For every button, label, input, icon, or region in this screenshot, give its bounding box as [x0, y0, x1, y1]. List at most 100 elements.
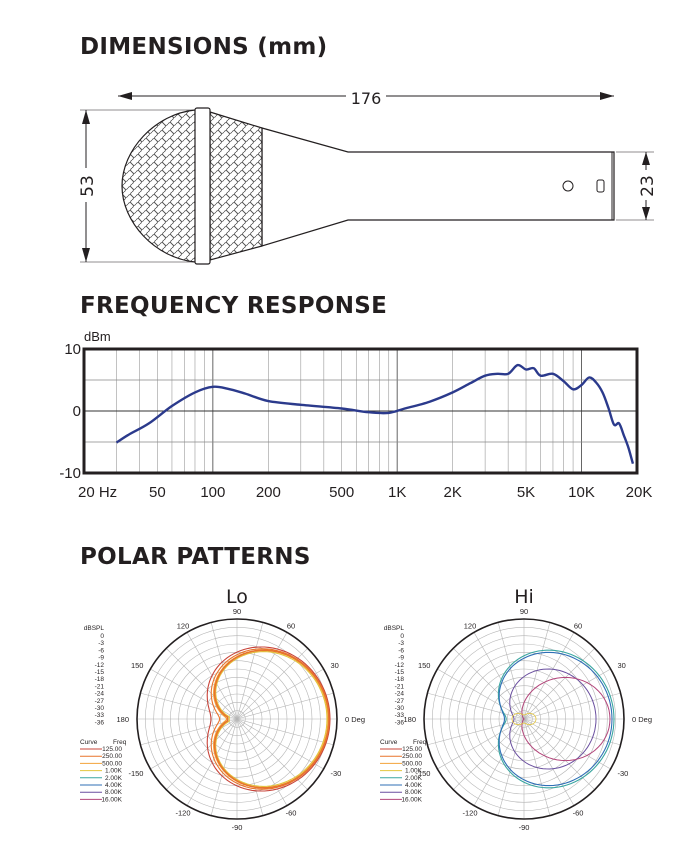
polar-spoke: [437, 718, 525, 770]
polar-legend-freq: 500.00: [102, 760, 122, 767]
polar-response-curve: [206, 646, 331, 792]
polar-spoke: [236, 632, 288, 720]
polar-scale-tick: -3: [98, 640, 104, 647]
polar-angle-label: -90: [232, 823, 243, 832]
polar-spoke: [497, 718, 525, 816]
polar-angle-label: 150: [131, 661, 144, 670]
polar-legend-freq: 16.00K: [101, 796, 122, 803]
frequency-x-tick-label: 50: [149, 484, 166, 501]
polar-angle-label: -30: [331, 769, 342, 778]
polar-response-curve: [213, 649, 330, 789]
polar-lo-title: Lo: [226, 586, 248, 608]
polar-scale-tick: -12: [395, 662, 405, 669]
polar-hi-title: Hi: [514, 586, 534, 608]
polar-legend-freq: 8.00K: [405, 789, 423, 796]
polar-scale-tick: -24: [95, 691, 105, 698]
polar-spoke: [523, 632, 575, 720]
frequency-x-tick-label: 2K: [443, 484, 461, 501]
polar-spoke: [236, 668, 324, 720]
polar-scale-tick: 0: [400, 633, 404, 640]
polar-lo-legend: Curve Freq 125.00250.00500.001.00K2.00K4…: [80, 739, 127, 803]
frequency-x-tick-label: 20 Hz: [78, 484, 117, 501]
polar-scale-tick: -27: [95, 698, 105, 705]
polar-angle-label: 60: [287, 621, 295, 630]
polar-scale-tick: -30: [95, 705, 105, 712]
polar-angle-label: 180: [116, 715, 129, 724]
polar-angle-label: -30: [618, 769, 629, 778]
polar-hi-panel: Hi dBSPL 0-3-6-9-12-15-18-21-24-27-30-33…: [380, 586, 652, 832]
polar-spoke: [453, 648, 525, 720]
polar-spoke: [427, 718, 525, 746]
polar-legend-freq: 250.00: [102, 753, 122, 760]
polar-scale-tick: -9: [98, 655, 104, 662]
polar-angle-label: 180: [403, 715, 416, 724]
frequency-x-tick-label: 500: [329, 484, 354, 501]
polar-scale-tick: -27: [395, 698, 405, 705]
polar-angle-label: -150: [128, 769, 143, 778]
polar-response-curve: [498, 651, 613, 787]
polar-spoke: [166, 718, 238, 790]
polar-spoke: [236, 718, 288, 806]
frequency-y-tick-label: -10: [59, 465, 81, 482]
polar-legend-freq: 1.00K: [105, 768, 123, 775]
polar-angle-label: 0 Deg: [632, 715, 652, 724]
frequency-response-chart: dBm 100-10 20 Hz 50 100 200 500 1K 2K 5K 10K 20K: [59, 329, 652, 501]
handle-diameter-label: 23: [638, 175, 658, 197]
polar-hi-curve-header: Curve: [380, 739, 398, 746]
polar-scale-tick: -33: [395, 712, 405, 719]
length-label: 176: [351, 89, 382, 108]
polar-lo-scale: dBSPL 0-3-6-9-12-15-18-21-24-27-30-33-36: [84, 625, 105, 726]
polar-patterns-figure: Lo dBSPL 0-3-6-9-12-15-18-21-24-27-30-33…: [80, 586, 652, 832]
frequency-x-tick-labels: 20 Hz 50 100 200 500 1K 2K 5K 10K 20K: [78, 484, 652, 501]
polar-response-curve: [509, 668, 597, 770]
polar-spoke: [523, 648, 595, 720]
handle-diameter-dimension: 23: [616, 151, 658, 221]
polar-legend-freq: 125.00: [102, 746, 122, 753]
polar-scale-tick: -15: [95, 669, 105, 676]
polar-spoke: [210, 622, 238, 720]
polar-response-curve: [215, 651, 328, 787]
polar-spoke: [236, 718, 324, 770]
polar-scale-tick: -6: [98, 647, 104, 654]
frequency-plot-frame: [82, 347, 639, 475]
polar-response-curve: [511, 712, 537, 726]
polar-legend-freq: 250.00: [402, 753, 422, 760]
polar-scale-tick: -24: [395, 691, 405, 698]
polar-lo-curve-header: Curve: [80, 739, 98, 746]
polar-patterns-title: POLAR PATTERNS: [80, 544, 311, 570]
polar-hi-scale: dBSPL 0-3-6-9-12-15-18-21-24-27-30-33-36: [384, 625, 405, 726]
polar-spoke: [150, 668, 238, 720]
polar-spoke: [140, 718, 238, 746]
polar-scale-tick: -15: [395, 669, 405, 676]
polar-legend-freq: 500.00: [402, 760, 422, 767]
polar-spoke: [473, 632, 525, 720]
polar-scale-tick: -36: [95, 719, 105, 726]
polar-hi-plot: 90 60 30 0 Deg -30 -60 -90 -120 -150 180 150 120: [403, 607, 652, 832]
frequency-y-tick-label: 10: [64, 341, 81, 358]
head-diameter-dimension: 53: [76, 109, 200, 263]
polar-spoke: [236, 718, 264, 816]
polar-scale-tick: -36: [395, 719, 405, 726]
polar-lo-scale-label: dBSPL: [84, 625, 105, 632]
frequency-y-tick-labels: 10 0 -10: [59, 341, 81, 482]
polar-scale-tick: -12: [95, 662, 105, 669]
polar-scale-tick: -3: [398, 640, 404, 647]
polar-lo-freq-header: Freq: [113, 739, 127, 746]
length-dimension: 176: [118, 86, 614, 108]
microphone-grille: [121, 107, 263, 265]
frequency-x-tick-label: 200: [256, 484, 281, 501]
polar-spoke: [150, 718, 238, 770]
frequency-y-tick-label: 0: [73, 403, 81, 420]
polar-scale-tick: -18: [395, 676, 405, 683]
polar-legend-freq: 2.00K: [105, 775, 123, 782]
polar-legend-freq: 4.00K: [105, 782, 123, 789]
polar-angle-label: 30: [331, 661, 339, 670]
microphone-dimension-drawing: 176 53 23: [76, 86, 658, 265]
polar-scale-tick: -21: [95, 683, 105, 690]
polar-scale-tick: -21: [395, 683, 405, 690]
polar-lo-panel: Lo dBSPL 0-3-6-9-12-15-18-21-24-27-30-33…: [80, 586, 365, 832]
polar-spoke: [437, 668, 525, 720]
polar-spoke: [140, 692, 238, 720]
polar-response-curve: [521, 676, 611, 762]
polar-scale-tick: -6: [398, 647, 404, 654]
